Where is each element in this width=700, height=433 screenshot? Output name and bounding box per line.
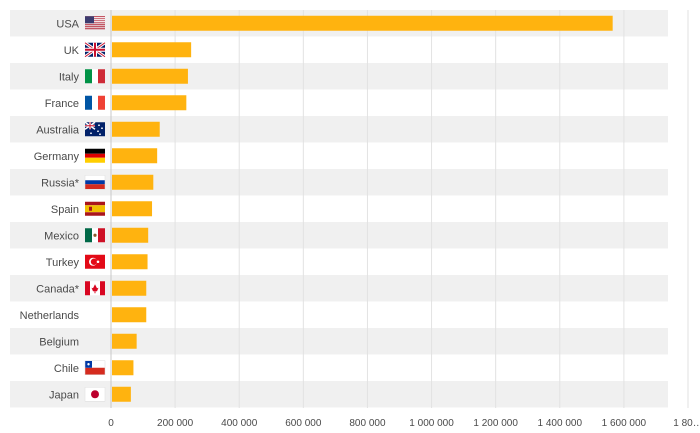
category-label: Spain bbox=[51, 204, 79, 216]
category-label: Germany bbox=[34, 151, 80, 163]
x-tick-label: 800 000 bbox=[349, 418, 386, 429]
bar bbox=[112, 280, 147, 296]
bar bbox=[112, 227, 149, 243]
flag-chile-icon bbox=[84, 360, 106, 375]
flag-icons bbox=[84, 16, 106, 402]
x-tick-label: 400 000 bbox=[221, 418, 258, 429]
bar bbox=[112, 386, 131, 402]
category-labels: USA UK Italy France Australia Germany Russia* S… bbox=[20, 18, 80, 401]
bar bbox=[112, 201, 153, 217]
category-label: Russia* bbox=[41, 177, 80, 189]
row-stripe bbox=[10, 116, 668, 143]
x-axis-tick-labels: 0 200 000 400 000 600 000 800 000 1 000 000 1 … bbox=[108, 418, 700, 429]
row-stripes bbox=[10, 10, 668, 408]
flag-canada-icon bbox=[85, 281, 105, 296]
row-stripe bbox=[10, 169, 668, 196]
flag-russia-icon bbox=[84, 175, 106, 190]
row-stripe bbox=[10, 328, 668, 355]
x-tick-label: 1 80… bbox=[673, 418, 700, 429]
bar bbox=[112, 174, 154, 190]
bar bbox=[112, 121, 160, 137]
bar bbox=[112, 360, 134, 376]
row-stripe bbox=[10, 381, 668, 408]
row-stripe bbox=[10, 275, 668, 302]
category-label: Turkey bbox=[46, 257, 80, 269]
x-tick-label: 600 000 bbox=[285, 418, 322, 429]
flag-italy-icon bbox=[85, 69, 105, 84]
bar bbox=[112, 254, 148, 270]
bar bbox=[112, 307, 147, 323]
x-tick-label: 1 400 000 bbox=[538, 418, 583, 429]
bar bbox=[112, 148, 158, 164]
bars bbox=[112, 15, 613, 402]
x-tick-label: 200 000 bbox=[157, 418, 194, 429]
bar bbox=[112, 68, 188, 84]
x-tick-label: 1 000 000 bbox=[409, 418, 454, 429]
flag-australia-icon bbox=[84, 121, 105, 137]
flag-usa-icon bbox=[85, 16, 105, 30]
flag-uk-icon bbox=[84, 41, 106, 58]
bar bbox=[112, 333, 137, 349]
category-label: Canada* bbox=[36, 283, 80, 295]
category-label: Italy bbox=[59, 71, 80, 83]
bar bbox=[112, 42, 192, 58]
x-tick-label: 0 bbox=[108, 418, 114, 429]
flag-france-icon bbox=[85, 95, 105, 110]
flag-spain-icon bbox=[85, 201, 105, 216]
category-label: Chile bbox=[54, 363, 79, 375]
flag-turkey-icon bbox=[85, 254, 105, 269]
flag-japan-icon bbox=[84, 387, 106, 402]
row-stripe bbox=[10, 63, 668, 90]
category-label: Japan bbox=[49, 389, 79, 401]
category-label: USA bbox=[56, 18, 79, 30]
flag-germany-icon bbox=[85, 148, 105, 163]
category-label: Netherlands bbox=[20, 310, 80, 322]
bar bbox=[112, 95, 187, 111]
row-stripe bbox=[10, 222, 668, 249]
category-label: Belgium bbox=[39, 336, 79, 348]
category-label: Australia bbox=[36, 124, 80, 136]
category-label: UK bbox=[64, 45, 80, 57]
x-tick-label: 1 200 000 bbox=[473, 418, 518, 429]
bar bbox=[112, 15, 613, 31]
category-label: France bbox=[45, 98, 79, 110]
category-label: Mexico bbox=[44, 230, 79, 242]
x-tick-label: 1 600 000 bbox=[602, 418, 647, 429]
flag-mexico-icon bbox=[85, 228, 105, 243]
